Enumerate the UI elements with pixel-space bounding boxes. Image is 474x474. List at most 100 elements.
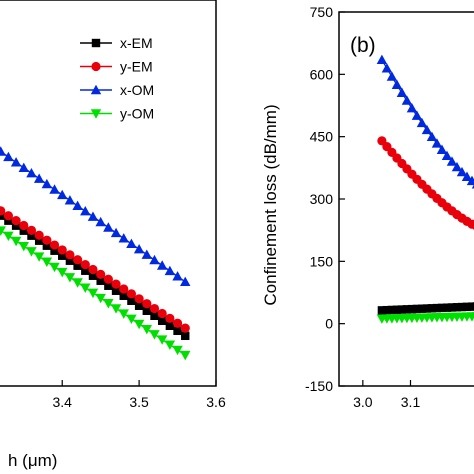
right-point-y-EM xyxy=(467,219,474,229)
left-point-x-EM xyxy=(157,316,167,326)
left-point-x-OM xyxy=(118,233,129,243)
right-point-x-EM xyxy=(472,302,474,311)
left-point-x-OM xyxy=(80,206,91,216)
left-point-x-EM xyxy=(58,251,67,260)
left-point-y-EM xyxy=(103,274,113,284)
left-point-y-OM xyxy=(164,340,176,350)
left-point-x-OM xyxy=(141,249,152,259)
legend-label-x-EM: x-EM xyxy=(120,35,153,51)
left-point-x-EM xyxy=(42,241,52,250)
left-x-ticks: 3.4 3.5 3.6 xyxy=(52,380,226,410)
right-point-x-EM xyxy=(412,304,422,314)
legend-marker-y-OM xyxy=(90,109,102,119)
left-point-y-OM xyxy=(180,350,191,361)
right-point-x-OM xyxy=(446,156,458,166)
left-point-x-OM xyxy=(180,276,191,286)
left-point-y-EM xyxy=(142,299,152,309)
right-point-x-OM xyxy=(456,166,468,177)
right-point-x-OM xyxy=(401,95,413,105)
right-point-x-EM xyxy=(447,303,457,312)
right-point-x-OM xyxy=(451,161,463,172)
left-point-y-EM xyxy=(65,250,75,260)
left-point-y-EM xyxy=(180,323,190,333)
right-point-x-OM xyxy=(471,184,474,189)
left-point-y-EM xyxy=(172,318,183,328)
left-point-x-EM xyxy=(142,306,151,315)
left-point-y-EM xyxy=(19,220,29,231)
left-point-y-EM xyxy=(0,206,6,216)
right-y-axis-label: Confinement loss (dB/mm) xyxy=(261,104,280,305)
left-point-x-OM xyxy=(126,238,137,248)
legend: x-EM y-EM x-OM y-OM xyxy=(80,35,154,122)
left-point-y-EM xyxy=(88,264,98,275)
left-point-x-OM xyxy=(41,178,53,189)
left-point-x-OM xyxy=(0,146,6,156)
left-point-x-EM xyxy=(19,226,28,235)
left-point-y-EM xyxy=(96,269,106,279)
left-point-x-OM xyxy=(72,200,83,210)
left-point-x-EM xyxy=(96,276,105,285)
left-point-y-OM xyxy=(26,247,37,257)
left-point-y-EM xyxy=(157,308,167,319)
left-point-x-OM xyxy=(64,195,76,205)
left-point-y-OM xyxy=(49,262,60,273)
right-point-x-EM xyxy=(422,304,432,313)
right-x-tick-label: 3.0 xyxy=(353,394,373,410)
right-point-x-OM xyxy=(386,71,398,81)
right-ticks: 3.0 3.1 -150 0 150 300 450 600 750 xyxy=(305,4,420,410)
left-point-y-OM xyxy=(87,288,99,299)
left-point-x-OM xyxy=(10,157,22,167)
right-y-tick-label: -150 xyxy=(305,378,333,394)
left-point-y-OM xyxy=(64,273,76,283)
left-point-y-OM xyxy=(95,293,106,304)
right-point-y-OM xyxy=(471,312,474,317)
right-y-tick-label: 600 xyxy=(310,66,334,82)
right-point-x-OM xyxy=(421,124,433,135)
right-point-y-OM xyxy=(466,312,474,322)
left-point-y-EM xyxy=(126,289,137,299)
left-point-y-EM xyxy=(49,240,60,250)
left-point-y-OM xyxy=(10,236,22,247)
left-point-y-OM xyxy=(33,252,45,262)
right-y-tick-label: 0 xyxy=(325,316,333,332)
right-point-x-OM xyxy=(466,175,474,186)
legend-label-x-OM: x-OM xyxy=(120,82,154,98)
left-point-x-EM xyxy=(111,286,121,295)
left-series-line-y-EM xyxy=(0,209,186,329)
right-point-x-OM xyxy=(381,63,393,73)
left-point-y-OM xyxy=(103,299,114,309)
right-point-x-OM xyxy=(406,103,418,113)
right-point-x-EM xyxy=(467,302,474,311)
right-y-tick-label: 150 xyxy=(310,253,334,269)
left-point-x-OM xyxy=(33,173,45,183)
left-point-x-OM xyxy=(3,151,14,162)
left-point-x-EM xyxy=(0,211,5,220)
right-y-tick-label: 450 xyxy=(310,129,334,145)
left-point-x-EM xyxy=(73,261,82,270)
right-point-x-EM xyxy=(417,304,427,313)
right-point-x-EM xyxy=(402,305,412,314)
left-point-x-EM xyxy=(27,231,36,240)
right-panel: 3.0 3.1 -150 0 150 300 450 600 750 (b) Confineme… xyxy=(261,4,474,410)
left-point-x-EM xyxy=(134,301,144,310)
left-point-y-OM xyxy=(72,278,83,288)
left-point-x-EM xyxy=(150,311,159,320)
left-series-group xyxy=(0,146,191,361)
right-point-x-OM xyxy=(461,171,473,181)
left-x-tick-label: 3.5 xyxy=(129,394,149,410)
legend-label-y-EM: y-EM xyxy=(120,59,153,75)
left-point-x-OM xyxy=(172,271,183,281)
left-point-x-EM xyxy=(65,256,75,265)
left-point-x-OM xyxy=(156,260,168,270)
right-point-x-EM xyxy=(442,303,452,312)
right-plot-frame xyxy=(338,11,474,387)
right-point-x-OM xyxy=(431,138,443,148)
right-point-x-OM xyxy=(426,131,438,142)
right-point-x-OM xyxy=(376,54,388,64)
left-x-tick-label: 3.6 xyxy=(206,394,226,410)
left-point-y-OM xyxy=(141,324,152,335)
left-point-x-EM xyxy=(127,296,136,305)
left-point-x-EM xyxy=(50,246,59,255)
left-point-y-EM xyxy=(149,303,160,314)
right-point-x-EM xyxy=(407,304,417,314)
